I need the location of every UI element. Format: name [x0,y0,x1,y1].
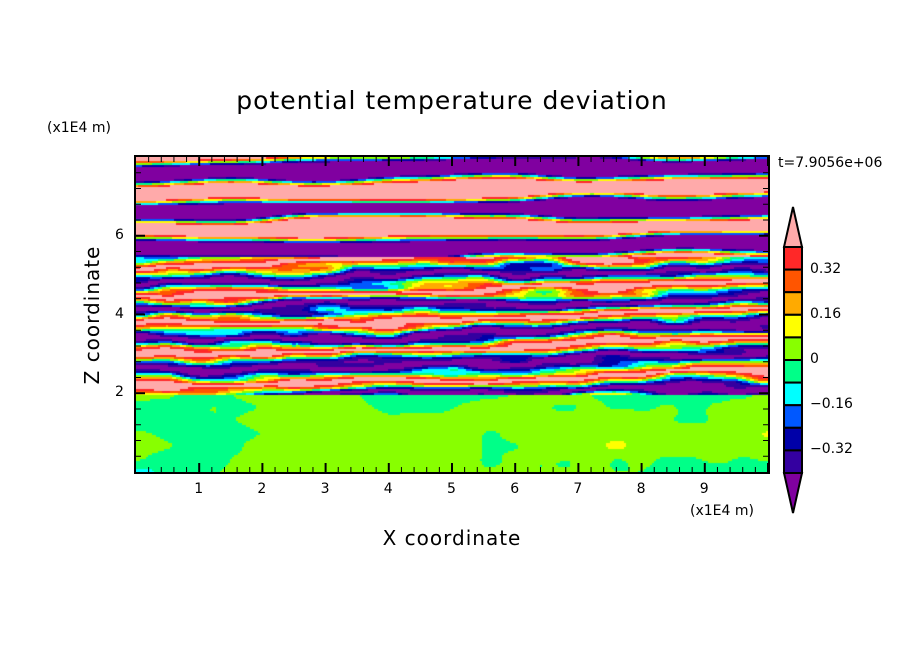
x-tick-label: 4 [383,481,393,497]
colorbar-label: 0 [810,351,819,367]
colorbar-bin [783,359,803,384]
colorbar-label: −0.16 [810,396,853,413]
colorbar-bin [783,426,803,452]
time-label: t=7.9056e+06 [778,155,883,171]
colorbar-bin [783,336,803,361]
colorbar-label: 0.16 [810,305,842,322]
colorbar-over-triangle [782,206,804,248]
chart-title: potential temperature deviation [236,86,668,115]
contour-field [136,157,768,472]
colorbar-bin [783,268,803,294]
x-tick-label: 8 [636,481,646,497]
x-tick-label: 9 [699,481,709,497]
plot-frame [134,155,770,474]
colorbar-bin [783,313,803,339]
y-axis-unit: (x1E4 m) [47,120,111,136]
x-tick-label: 7 [573,481,583,497]
x-axis-unit: (x1E4 m) [690,503,754,519]
y-tick-label: 6 [115,226,124,243]
colorbar-label: 0.32 [810,260,842,277]
x-tick-label: 1 [194,481,204,497]
x-tick-label: 5 [447,481,456,497]
colorbar-bin [783,381,803,407]
y-tick-label: 2 [115,384,124,401]
colorbar-bin [783,449,803,474]
colorbar-bin [783,404,803,429]
colorbar-bin [783,246,803,271]
colorbar-under-triangle [782,472,804,514]
x-tick-label: 6 [510,481,520,497]
x-tick-label: 3 [320,481,330,497]
x-tick-label: 2 [257,481,267,497]
colorbar-label: −0.32 [810,441,853,458]
x-axis-label: X coordinate [382,526,522,550]
y-tick-label: 4 [115,305,124,322]
colorbar-bin [783,291,803,316]
